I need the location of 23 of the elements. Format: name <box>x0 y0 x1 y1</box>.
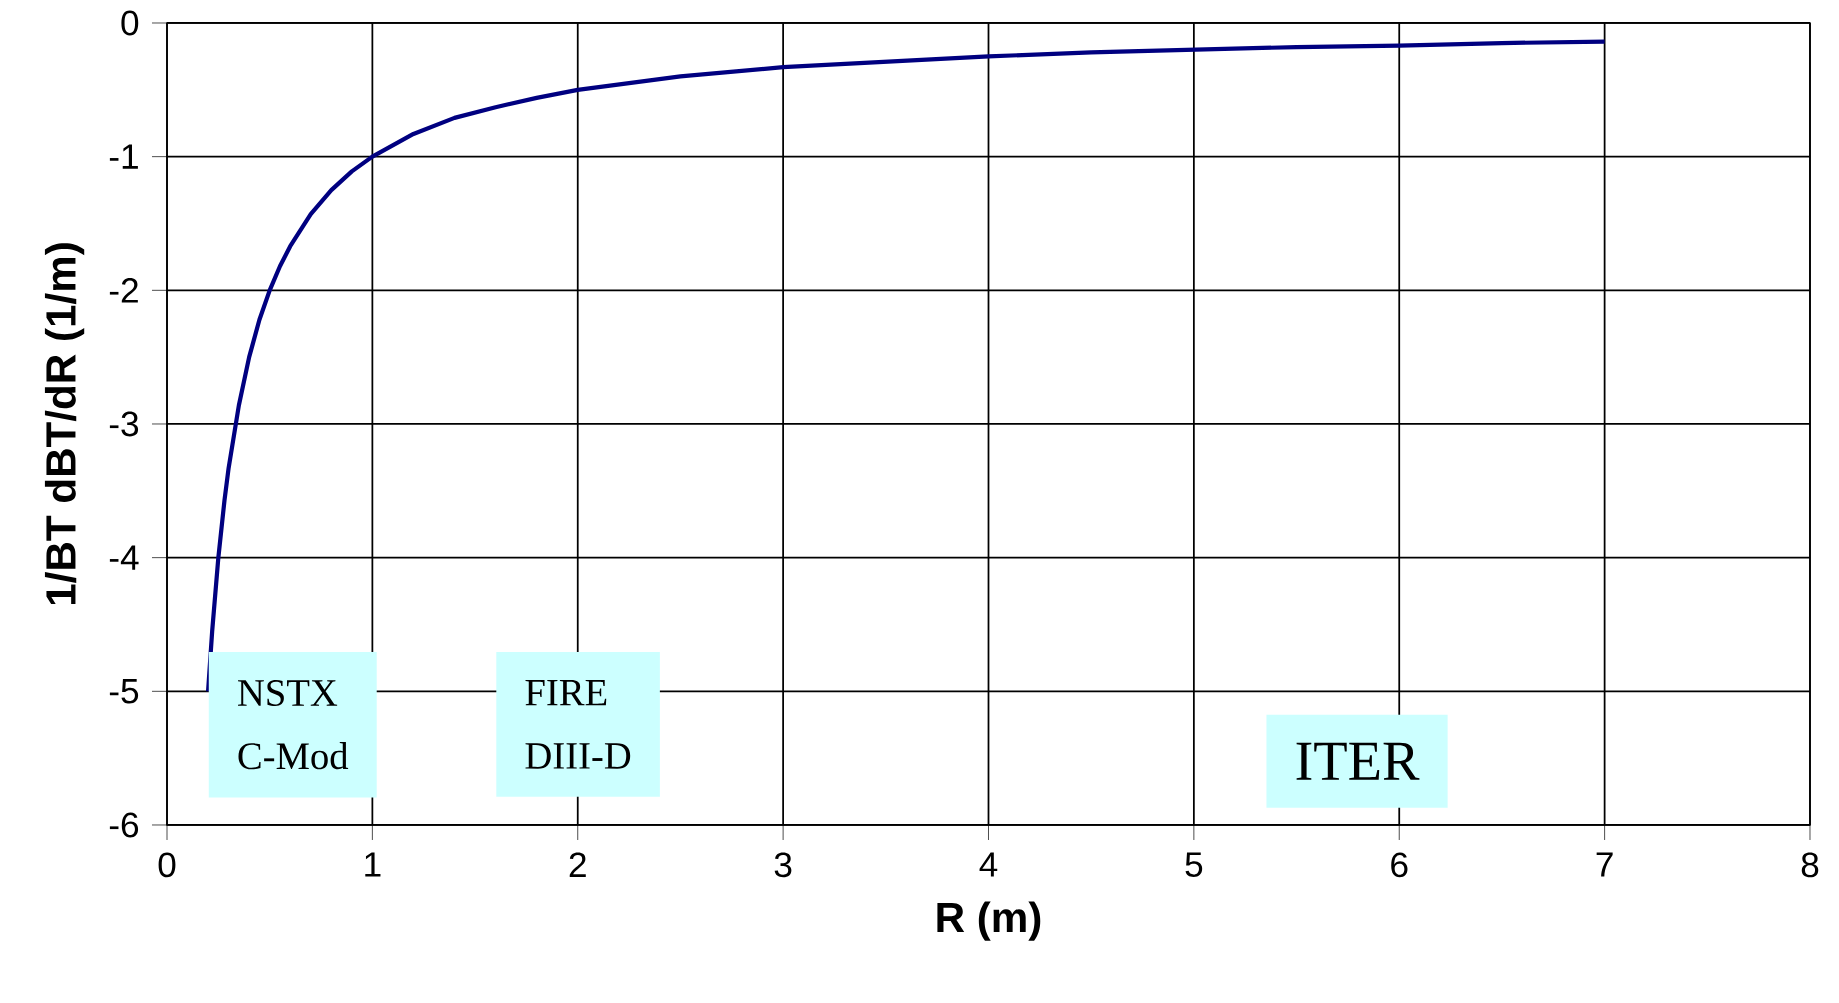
y-tick-label: -1 <box>109 144 138 169</box>
annotation: DIII-D <box>525 743 631 769</box>
y-tick-label: -6 <box>109 812 139 838</box>
y-tick-label: 0 <box>121 10 139 36</box>
x-tick-label: 6 <box>1391 852 1408 878</box>
y-tick-label: -2 <box>109 278 138 303</box>
annotation: C-Mod <box>238 742 349 770</box>
y-tick-label: -4 <box>109 545 139 570</box>
y-tick-label: -5 <box>109 679 139 704</box>
x-tick-label: 0 <box>158 852 176 878</box>
x-tick-label: 1 <box>365 852 381 877</box>
annotation: FIRE <box>525 680 607 706</box>
y-tick-label: -3 <box>109 411 139 437</box>
x-tick-label: 7 <box>1596 852 1613 877</box>
y-axis-title: 1/BT dBT/dR (1/m) <box>44 243 85 605</box>
x-tick-label: 3 <box>774 852 792 878</box>
x-tick-label: 8 <box>1801 852 1819 878</box>
x-tick-label: 4 <box>979 852 998 877</box>
x-tick-label: 2 <box>569 852 586 877</box>
x-axis-title: R (m) <box>937 901 1041 941</box>
annotation: ITER <box>1296 742 1420 780</box>
x-tick-label: 5 <box>1185 852 1203 877</box>
annotation: NSTX <box>238 680 338 707</box>
